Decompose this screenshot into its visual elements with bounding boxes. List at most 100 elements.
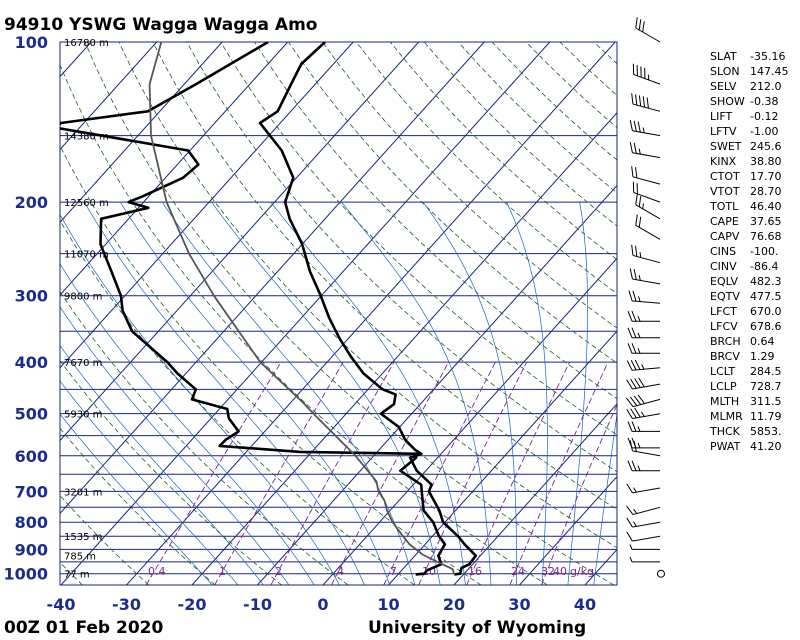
wind-barb bbox=[626, 359, 661, 371]
wind-barb bbox=[629, 120, 661, 137]
temperature-tick-label: 10 bbox=[377, 595, 399, 614]
temperature-tick-label: 0 bbox=[317, 595, 328, 614]
isotherm-line bbox=[60, 42, 420, 442]
wind-barb-staff bbox=[632, 103, 661, 112]
index-name: CAPE bbox=[710, 215, 739, 228]
pressure-label: 300 bbox=[15, 287, 48, 306]
index-name: THCK bbox=[709, 425, 741, 438]
wind-barb bbox=[631, 244, 661, 264]
wind-barb-flag bbox=[626, 531, 633, 542]
mixing-ratio-line bbox=[466, 361, 571, 585]
wind-barb-flag bbox=[644, 67, 646, 79]
wind-barb bbox=[635, 17, 661, 43]
wind-barb-half-flag bbox=[638, 296, 641, 302]
wind-barb-half-flag bbox=[633, 487, 637, 493]
isotherm-line bbox=[388, 330, 617, 585]
moist-adiabat-line bbox=[270, 201, 466, 585]
wind-barb-staff bbox=[633, 74, 661, 85]
wind-barb-flag bbox=[638, 216, 642, 228]
index-value: 46.40 bbox=[750, 200, 782, 213]
height-label: 785 m bbox=[64, 552, 96, 563]
wind-barb bbox=[626, 394, 661, 408]
index-value: -0.12 bbox=[750, 110, 778, 123]
isotherm-line bbox=[126, 42, 616, 585]
pressure-label: 700 bbox=[15, 482, 48, 501]
moist-adiabat-line bbox=[60, 306, 290, 585]
index-value: 670.0 bbox=[750, 305, 782, 318]
wind-barb bbox=[631, 166, 661, 185]
dry-adiabat-line bbox=[60, 561, 83, 585]
moist-adiabat-lines bbox=[60, 201, 617, 585]
wind-barb bbox=[629, 440, 661, 457]
wind-barb-flag bbox=[638, 19, 642, 31]
parcel-profile-line bbox=[148, 42, 456, 575]
pressure-label: 100 bbox=[15, 33, 48, 52]
isotherm-line bbox=[60, 42, 289, 296]
wind-barb-staff bbox=[632, 383, 661, 390]
index-value: -100. bbox=[750, 245, 778, 258]
index-name: SELV bbox=[710, 80, 737, 93]
wind-barb-staff bbox=[632, 535, 661, 542]
isotherm-line bbox=[453, 403, 617, 585]
wind-barb-flag bbox=[626, 360, 633, 371]
wind-barb-half-flag bbox=[637, 316, 641, 322]
wind-barb bbox=[626, 505, 661, 516]
dry-adiabat-line bbox=[60, 219, 415, 585]
wind-barb-flag bbox=[636, 183, 638, 194]
wind-barb-staff bbox=[632, 398, 661, 408]
index-value: 311.5 bbox=[750, 395, 782, 408]
index-value: 482.3 bbox=[750, 275, 782, 288]
temperature-tick-label: 40 bbox=[574, 595, 596, 614]
isotherm-line bbox=[60, 42, 223, 223]
temperature-axis-labels: -40 -30 -20 -10 0 10 20 30 40 bbox=[47, 595, 597, 614]
moist-adiabat-line bbox=[84, 201, 365, 585]
mixing-ratio-line bbox=[270, 361, 395, 585]
wind-barb-flag bbox=[629, 440, 633, 452]
wind-barb-half-flag bbox=[637, 332, 641, 338]
wind-barb-flag bbox=[642, 96, 646, 108]
wind-barb-flag bbox=[631, 93, 634, 105]
wind-barb bbox=[627, 460, 660, 472]
grid-lines bbox=[60, 42, 617, 585]
wind-barb-half-flag bbox=[637, 465, 641, 471]
wind-barb-flag bbox=[633, 120, 637, 132]
wind-barb-flag bbox=[632, 290, 637, 302]
height-label: 1535 m bbox=[64, 532, 102, 543]
mixing-ratio-label: 24 bbox=[511, 565, 525, 578]
index-value: -0.38 bbox=[750, 95, 778, 108]
wind-barb-flag bbox=[633, 142, 637, 154]
index-value: 11.79 bbox=[750, 410, 782, 423]
temperature-tick-label: 20 bbox=[443, 595, 465, 614]
index-value: 17.70 bbox=[750, 170, 782, 183]
index-value: 28.70 bbox=[750, 185, 782, 198]
wind-barb-flag bbox=[630, 360, 637, 371]
index-value: 284.5 bbox=[750, 365, 782, 378]
wind-barb bbox=[627, 421, 660, 432]
dry-adiabat-lines bbox=[60, 42, 617, 585]
wind-barb-flag bbox=[630, 408, 637, 419]
wind-barb-flag bbox=[626, 505, 634, 515]
wind-barb-half-flag bbox=[641, 364, 645, 370]
index-name: EQLV bbox=[710, 275, 739, 288]
index-value: -1.00 bbox=[750, 125, 778, 138]
isotherm-line bbox=[60, 42, 551, 585]
wind-barb-flag bbox=[626, 409, 633, 419]
wind-barb-flag bbox=[638, 196, 642, 207]
mixing-ratio-label: 40 bbox=[553, 565, 567, 578]
wind-barb-flag bbox=[633, 440, 637, 452]
index-name: CINS bbox=[710, 245, 736, 258]
wind-barb-staff bbox=[633, 192, 661, 203]
wind-barb-flag bbox=[627, 327, 633, 338]
moist-adiabat-line bbox=[60, 344, 264, 585]
wind-barb-flag bbox=[626, 517, 633, 528]
wind-barb-flag bbox=[629, 120, 633, 131]
index-name: CTOT bbox=[710, 170, 740, 183]
mixing-ratio-label: 32 bbox=[541, 565, 555, 578]
wind-barb-flag bbox=[635, 194, 638, 205]
isotherm-line bbox=[322, 257, 617, 585]
index-name: MLMR bbox=[710, 410, 743, 423]
moist-adiabat-line bbox=[422, 201, 517, 585]
footer-date: 00Z 01 Feb 2020 bbox=[4, 618, 164, 638]
index-value: -35.16 bbox=[750, 50, 785, 63]
